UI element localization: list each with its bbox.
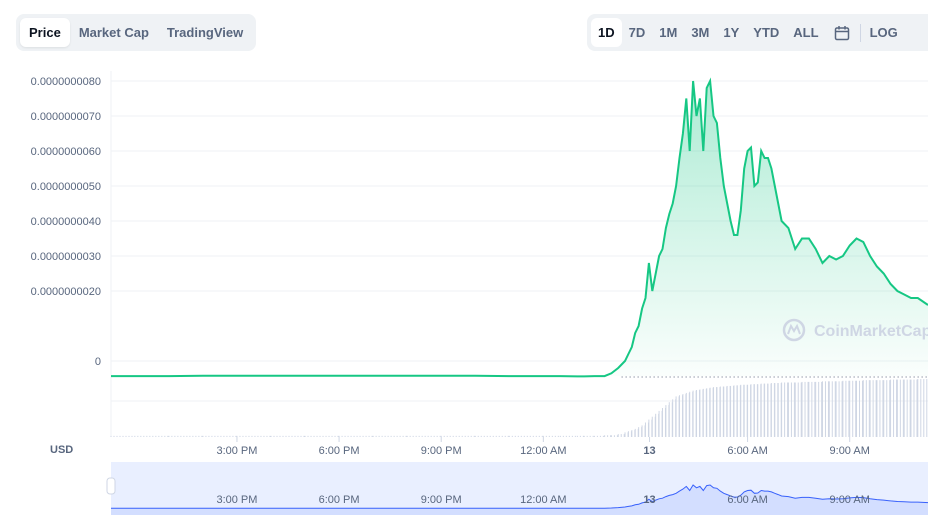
navigator-area <box>111 485 928 515</box>
y-tick-label: 0.0000000070 <box>31 111 101 123</box>
volume-bars <box>110 379 928 437</box>
range-7d-button[interactable]: 7D <box>628 25 646 40</box>
navigator-tick-label: 9:00 AM <box>830 494 870 506</box>
navigator-tick-label: 13 <box>643 494 655 506</box>
y-tick-label: 0.0000000080 <box>31 76 101 88</box>
range-divider <box>859 23 861 42</box>
currency-label: USD <box>50 444 73 456</box>
tab-price[interactable]: Price <box>20 18 70 47</box>
navigator-tick-label: 12:00 AM <box>520 494 566 506</box>
x-tick-label: 9:00 PM <box>421 445 462 457</box>
range-navigator[interactable]: 3:00 PM 6:00 PM 9:00 PM 12:00 AM 13 6:00 AM 9:… <box>106 462 928 515</box>
watermark-logo: CoinMarketCap <box>782 318 928 342</box>
range-1m-button[interactable]: 1M <box>659 25 678 40</box>
tab-tradingview[interactable]: TradingView <box>166 25 244 40</box>
x-tick-label: 6:00 PM <box>319 445 360 457</box>
x-tick-label: 13 <box>643 445 655 457</box>
chart-type-toggle: Price Market Cap TradingView <box>16 14 257 51</box>
y-tick-label: 0.0000000050 <box>31 181 101 193</box>
time-range-selector: 1D 7D 1M 3M 1Y YTD ALL LOG <box>587 14 928 51</box>
y-axis-ticks: 0.0000000080 0.0000000070 0.0000000060 0.00… <box>31 76 101 368</box>
range-all-button[interactable]: ALL <box>793 25 819 40</box>
range-1d-button[interactable]: 1D <box>591 18 622 47</box>
x-axis-ticks: 3:00 PM 6:00 PM 9:00 PM 12:00 AM 13 6:00 AM 9:… <box>216 437 870 457</box>
x-tick-label: 12:00 AM <box>520 445 566 457</box>
x-tick-label: 3:00 PM <box>216 445 257 457</box>
watermark-text: CoinMarketCap <box>814 323 928 340</box>
y-tick-label: 0.0000000020 <box>31 286 101 298</box>
y-tick-label: 0.0000000040 <box>31 216 101 228</box>
navigator-tick-label: 3:00 PM <box>216 494 257 506</box>
price-area <box>111 81 928 377</box>
x-tick-label: 9:00 AM <box>830 445 870 457</box>
calendar-icon[interactable] <box>826 18 858 47</box>
log-scale-button[interactable]: LOG <box>869 25 898 40</box>
navigator-left-handle[interactable] <box>106 477 116 495</box>
y-tick-label: 0.0000000060 <box>31 146 101 158</box>
y-tick-label: 0.0000000030 <box>31 251 101 263</box>
x-tick-label: 6:00 AM <box>727 445 767 457</box>
navigator-line <box>111 484 928 509</box>
navigator-tick-label: 9:00 PM <box>421 494 462 506</box>
range-3m-button[interactable]: 3M <box>691 25 710 40</box>
navigator-selection <box>111 462 928 515</box>
navigator-tick-label: 6:00 PM <box>319 494 360 506</box>
navigator-tick-label: 6:00 AM <box>727 494 767 506</box>
y-tick-label: 0 <box>95 356 101 368</box>
price-line <box>111 77 928 378</box>
tab-market-cap[interactable]: Market Cap <box>78 25 149 40</box>
range-ytd-button[interactable]: YTD <box>753 25 780 40</box>
range-1y-button[interactable]: 1Y <box>723 25 740 40</box>
